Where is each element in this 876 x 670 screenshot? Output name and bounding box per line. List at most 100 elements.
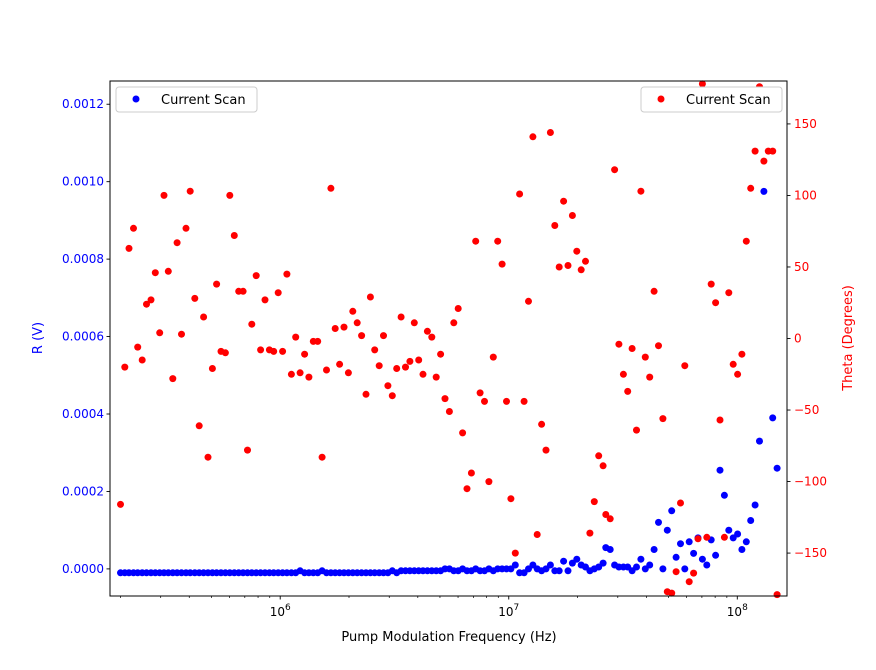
legend-right: Current Scan <box>640 86 783 113</box>
r-point-122 <box>650 546 658 553</box>
theta-point-94 <box>529 133 537 141</box>
theta-point-11 <box>164 267 172 275</box>
theta-point-62 <box>388 392 396 400</box>
r-point-139 <box>725 526 733 534</box>
theta-point-66 <box>406 357 414 365</box>
theta-point-123 <box>655 342 662 350</box>
theta-point-84 <box>485 478 493 486</box>
theta-point-83 <box>481 397 488 405</box>
theta-point-113 <box>611 166 619 174</box>
theta-point-50 <box>336 360 344 368</box>
theta-point-147 <box>760 157 768 165</box>
theta-point-149 <box>769 147 777 155</box>
theta-point-16 <box>186 187 194 195</box>
r-point-130 <box>685 538 693 546</box>
theta-point-65 <box>402 363 409 371</box>
theta-point-119 <box>637 187 645 195</box>
theta-point-69 <box>419 370 427 378</box>
theta-point-73 <box>437 350 445 358</box>
theta-point-91 <box>516 190 524 198</box>
theta-point-55 <box>358 332 366 340</box>
theta-point-110 <box>599 462 607 470</box>
theta-point-63 <box>393 365 401 372</box>
theta-point-87 <box>498 260 506 268</box>
theta-point-112 <box>606 515 614 523</box>
theta-point-30 <box>248 320 256 328</box>
theta-point-51 <box>340 323 348 331</box>
theta-point-74 <box>441 395 449 403</box>
theta-point-43 <box>305 373 313 381</box>
theta-point-108 <box>590 498 598 506</box>
theta-point-100 <box>555 263 563 271</box>
theta-point-36 <box>274 289 282 297</box>
r-point-90 <box>511 561 519 569</box>
legend-right-box <box>640 86 783 113</box>
left-tick-label: 0.0012 <box>62 97 104 111</box>
right-tick-label: 150 <box>794 117 817 131</box>
theta-point-97 <box>542 446 550 454</box>
theta-point-135 <box>707 280 715 288</box>
theta-point-127 <box>672 568 680 576</box>
right-axis-label: Theta (Degrees) <box>841 285 856 392</box>
theta-point-104 <box>573 247 581 255</box>
theta-point-10 <box>160 191 168 199</box>
theta-point-144 <box>747 184 755 192</box>
theta-point-25 <box>226 191 234 199</box>
r-point-131 <box>690 549 698 557</box>
theta-point-70 <box>423 327 431 335</box>
theta-point-122 <box>650 287 658 295</box>
r-point-138 <box>720 491 728 499</box>
theta-point-67 <box>410 319 418 327</box>
r-point-144 <box>747 517 755 524</box>
r-point-146 <box>756 437 763 445</box>
theta-point-126 <box>668 589 676 597</box>
theta-point-77 <box>454 305 462 312</box>
theta-point-78 <box>459 429 467 437</box>
theta-point-41 <box>296 369 304 377</box>
theta-point-15 <box>182 224 190 232</box>
theta-point-139 <box>725 289 733 297</box>
right-tick-label: −50 <box>794 403 819 417</box>
theta-point-96 <box>538 420 546 428</box>
theta-point-59 <box>375 362 383 370</box>
theta-point-82 <box>476 389 484 397</box>
r-point-133 <box>698 555 706 563</box>
r-point-126 <box>668 507 676 515</box>
theta-point-45 <box>314 337 322 345</box>
left-tick-label: 0.0000 <box>62 562 104 576</box>
theta-point-58 <box>371 346 379 354</box>
theta-point-103 <box>568 212 576 219</box>
theta-point-133 <box>698 80 706 88</box>
r-point-149 <box>769 414 777 422</box>
left-tick-label: 0.0004 <box>62 407 104 421</box>
x-tick-label: 108 <box>727 603 748 619</box>
theta-point-56 <box>362 390 370 398</box>
theta-point-49 <box>331 325 339 332</box>
theta-point-13 <box>173 239 181 247</box>
theta-point-118 <box>633 426 640 434</box>
theta-point-5 <box>138 356 146 364</box>
legend-left-box <box>115 86 258 113</box>
theta-point-121 <box>646 373 654 381</box>
theta-point-132 <box>694 535 702 543</box>
theta-point-32 <box>257 346 265 354</box>
theta-point-129 <box>681 362 689 370</box>
theta-point-53 <box>349 307 357 315</box>
theta-point-33 <box>261 296 269 304</box>
r-point-147 <box>760 187 768 195</box>
theta-point-141 <box>734 370 742 378</box>
theta-point-2 <box>125 244 133 252</box>
theta-point-106 <box>582 257 589 265</box>
theta-point-38 <box>283 270 291 278</box>
theta-point-75 <box>445 408 453 415</box>
r-point-102 <box>564 567 572 575</box>
right-tick-label: 50 <box>794 260 809 274</box>
r-point-127 <box>672 553 680 561</box>
theta-point-7 <box>147 296 155 304</box>
legend-right-marker <box>657 95 665 103</box>
r-point-112 <box>606 546 614 553</box>
theta-point-137 <box>716 416 724 424</box>
right-tick-label: 100 <box>794 188 817 202</box>
theta-point-4 <box>134 343 142 351</box>
